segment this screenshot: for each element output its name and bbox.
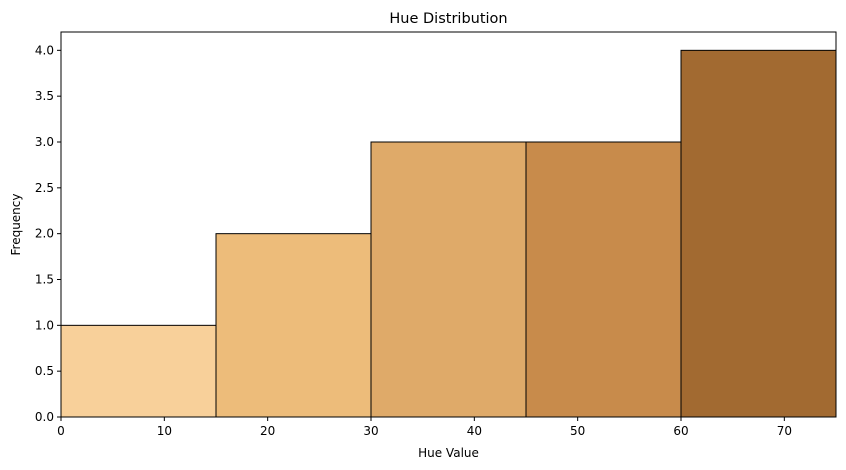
x-tick-label: 30 <box>363 424 378 438</box>
y-axis-label: Frequency <box>9 194 23 256</box>
y-tick-label: 2.5 <box>35 181 54 195</box>
x-tick-label: 20 <box>260 424 275 438</box>
histogram-bar-0 <box>60 324 217 418</box>
y-tick-label: 3.0 <box>35 135 54 149</box>
plot-frame <box>60 31 837 418</box>
x-tick-label: 60 <box>673 424 688 438</box>
y-axis-ticks: 0.0 0.5 1.0 1.5 2.0 2.5 3.0 3.5 4.0 <box>35 43 61 424</box>
y-tick-label: 4.0 <box>35 43 54 57</box>
x-axis-ticks: 0 10 20 30 40 50 60 70 <box>57 417 792 438</box>
x-axis-label: Hue Value <box>418 446 479 460</box>
x-tick-label: 70 <box>777 424 792 438</box>
y-tick-label: 1.0 <box>35 318 54 332</box>
histogram-bar-2 <box>370 141 527 418</box>
x-tick-label: 10 <box>157 424 172 438</box>
y-tick-label: 1.5 <box>35 273 54 287</box>
x-tick-label: 40 <box>467 424 482 438</box>
histogram-bar-1 <box>215 233 372 418</box>
bars-group <box>60 49 837 418</box>
y-tick-label: 2.0 <box>35 227 54 241</box>
histogram-bar-4 <box>680 49 837 418</box>
y-tick-label: 3.5 <box>35 89 54 103</box>
histogram-bar-3 <box>525 141 682 418</box>
y-tick-label: 0.0 <box>35 410 54 424</box>
chart-title: Hue Distribution <box>389 11 507 27</box>
x-tick-label: 0 <box>57 424 65 438</box>
x-tick-label: 50 <box>570 424 585 438</box>
y-tick-label: 0.5 <box>35 364 54 378</box>
